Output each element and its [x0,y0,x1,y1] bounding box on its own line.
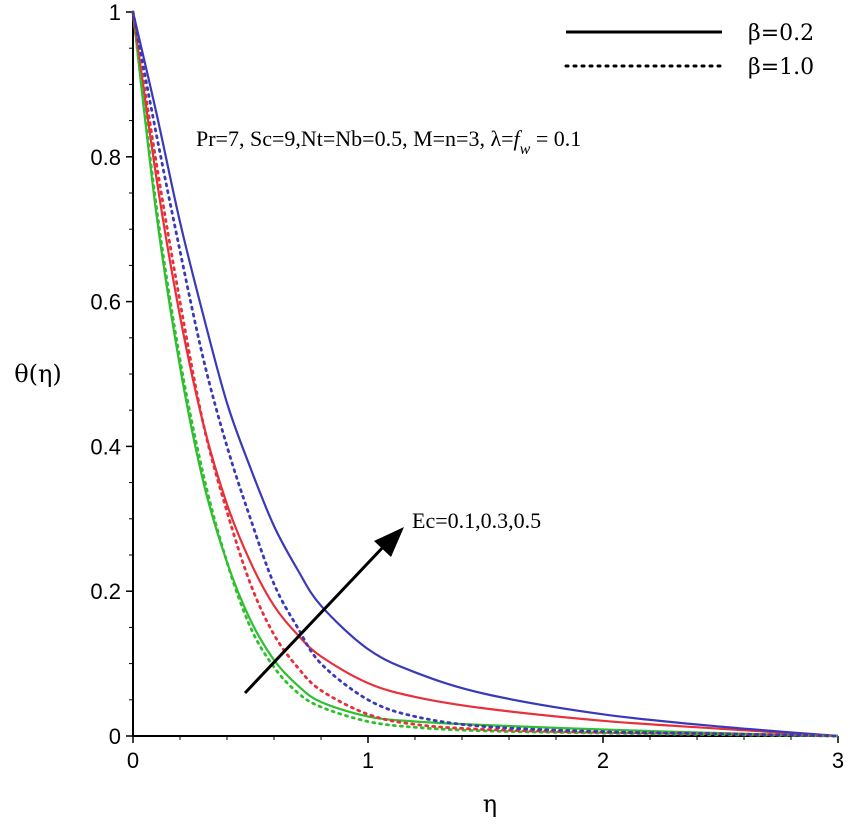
series-line-solid-ec-0-5 [131,11,839,738]
axes: 0 1 2 3 0 0.2 0.4 0.6 0.8 1 [90,0,844,773]
y-tick-label: 1 [109,0,121,25]
legend-label-solid: β=0.2 [748,21,814,46]
x-tick-label: 1 [362,748,374,773]
plot-area [131,10,840,738]
series-line-dotted-ec-0-1 [131,10,840,738]
parameters-text: Pr=7, Sc=9,Nt=Nb=0.5, M=n=3, λ= [196,126,514,151]
trend-arrow-shaft [243,543,387,695]
y-tick-label: 0.6 [90,290,121,315]
y-tick-label: 0 [109,724,121,749]
parameters-value: = 0.1 [530,126,581,151]
x-axis-label: η [483,790,497,818]
parameters-annotation: Pr=7, Sc=9,Nt=Nb=0.5, M=n=3, λ=fw = 0.1 [196,126,581,158]
y-tick-label: 0.8 [90,145,121,170]
parameters-fw: f [514,126,523,151]
legend-label-dotted: β=1.0 [748,55,814,80]
series-line-solid-ec-0-1 [131,11,839,738]
x-tick-label: 3 [832,748,844,773]
y-tick-label: 0.4 [90,434,121,459]
series-line-solid-ec-0-3 [131,11,839,738]
y-axis-label: θ(η) [14,360,62,388]
x-tick-label: 2 [597,748,609,773]
series-line-dotted-ec-0-5 [131,10,840,738]
legend: β=0.2 β=1.0 [564,21,814,80]
y-tick-label: 0.2 [90,579,121,604]
trend-arrow-head [374,527,404,557]
trend-arrow [243,527,404,695]
x-tick-label: 0 [127,748,139,773]
parameters-fw-subscript: w [520,141,531,158]
series-line-dotted-ec-0-3 [131,10,840,738]
trend-arrow-label: Ec=0.1,0.3,0.5 [412,508,541,533]
